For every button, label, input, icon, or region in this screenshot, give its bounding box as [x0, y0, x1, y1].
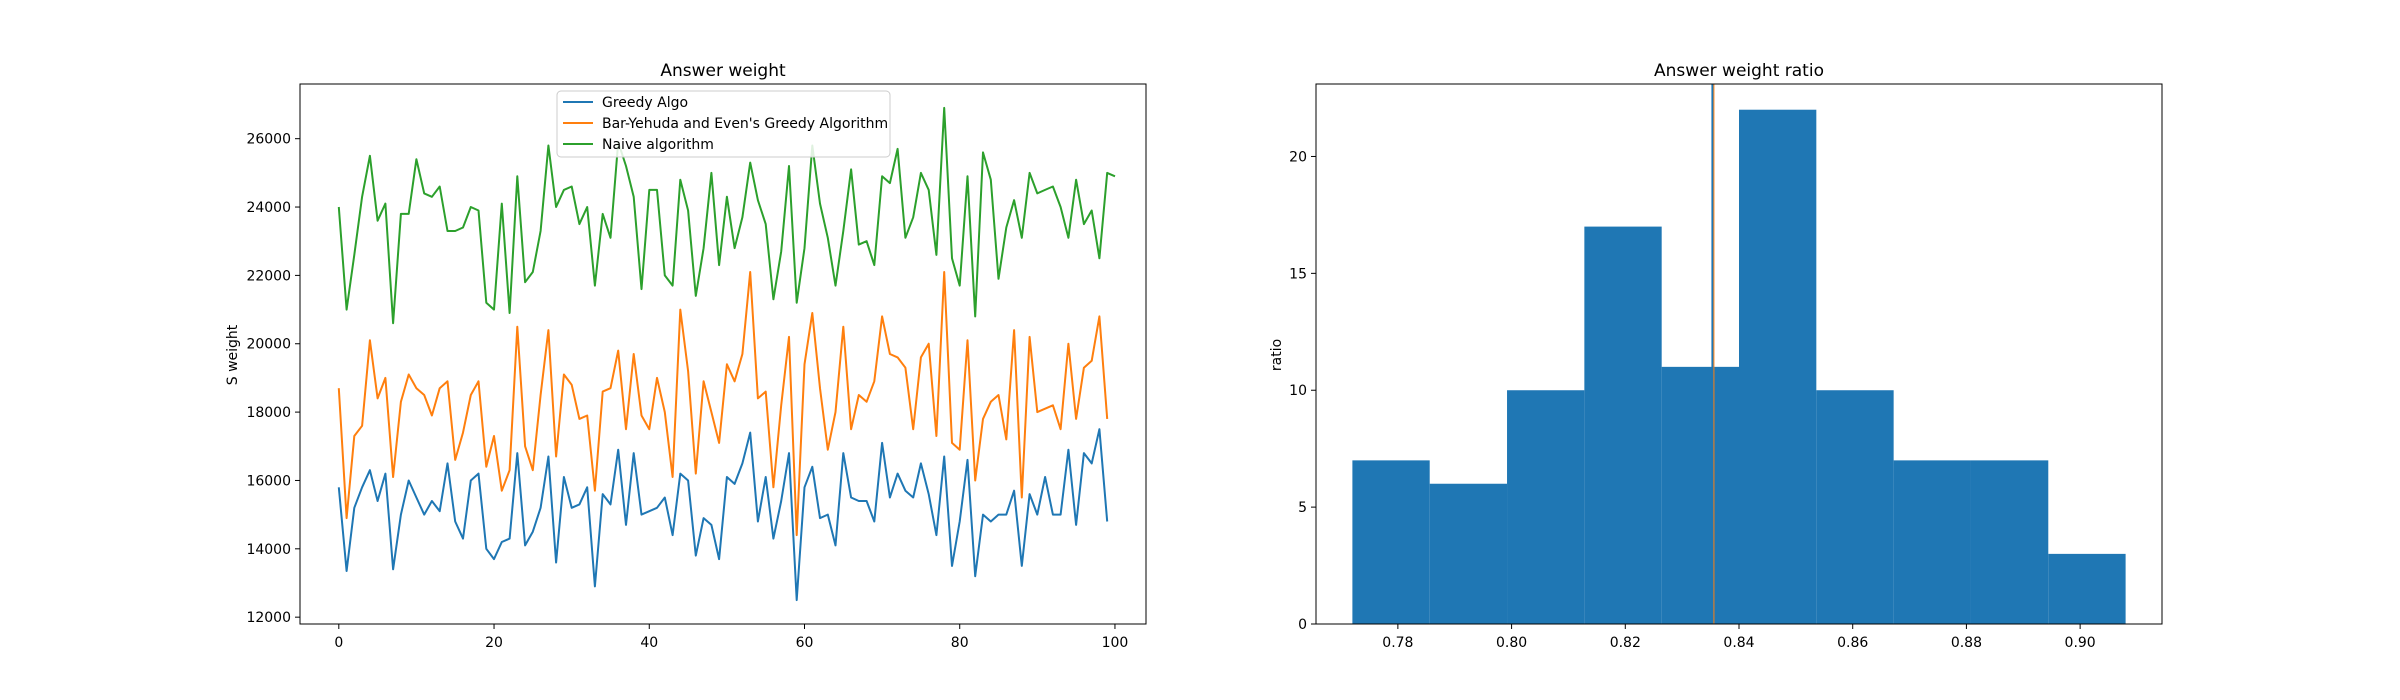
line-chart-ticks: 0 20 40 60 80 100 12000 14000 16000 18000 20000 220…	[246, 132, 1128, 651]
hist-x-tick-label: 0.86	[1837, 635, 1868, 651]
y-tick-label: 22000	[246, 268, 291, 284]
x-tick-label: 40	[640, 635, 658, 651]
y-tick-label: 24000	[246, 200, 291, 216]
hist-x-tick-label: 0.90	[2065, 635, 2096, 651]
hist-y-tick-label: 0	[1298, 617, 1307, 633]
y-tick-label: 26000	[246, 132, 291, 148]
histogram-bar	[1429, 483, 1508, 624]
hist-x-tick-label: 0.80	[1496, 635, 1527, 651]
hist-y-tick-label: 5	[1298, 500, 1307, 516]
hist-y-tick-label: 20	[1289, 149, 1307, 165]
x-tick-label: 60	[796, 635, 814, 651]
histogram-ylabel: ratio	[1269, 339, 1285, 371]
histogram-frame	[1315, 83, 2163, 625]
histogram-bar	[1352, 460, 1430, 624]
x-tick-label: 80	[951, 635, 969, 651]
histogram-bar	[1739, 109, 1817, 624]
histogram-chart: Answer weight ratio ratio 0.78 0.80 0.82 0.…	[1269, 61, 2163, 651]
histogram-bars	[1352, 109, 2126, 624]
hist-y-tick-label: 15	[1289, 266, 1307, 282]
y-tick-label: 20000	[246, 337, 291, 353]
histogram-bar	[1893, 460, 1971, 624]
x-tick-label: 0	[334, 635, 343, 651]
line-chart: Answer weight S weight 0 20 40 60 80 100 12000…	[225, 61, 1147, 651]
line-chart-ylabel: S weight	[225, 324, 241, 385]
histogram-ticks: 0.78 0.80 0.82 0.84 0.86 0.88 0.90 0 5 10 15 20	[1289, 149, 2096, 651]
histogram-vline	[1711, 84, 1715, 624]
hist-x-tick-label: 0.88	[1951, 635, 1982, 651]
hist-y-tick-label: 10	[1289, 383, 1307, 399]
hist-x-tick-label: 0.84	[1723, 635, 1754, 651]
histogram-bar	[1970, 460, 2049, 624]
histogram-bar	[2048, 553, 2126, 624]
line-chart-title: Answer weight	[660, 61, 786, 81]
histogram-bar	[1661, 366, 1739, 624]
histogram-bar	[1507, 390, 1585, 624]
x-tick-label: 100	[1102, 635, 1129, 651]
series-line-0	[337, 428, 1109, 602]
legend-label-bar-yehuda: Bar-Yehuda and Even's Greedy Algorithm	[602, 116, 888, 132]
x-tick-label: 20	[485, 635, 503, 651]
series-line-2	[337, 106, 1116, 325]
y-tick-label: 18000	[246, 405, 291, 421]
y-tick-label: 14000	[246, 542, 291, 558]
line-chart-frame	[299, 83, 1147, 625]
legend-label-naive: Naive algorithm	[602, 137, 714, 153]
y-tick-label: 12000	[246, 610, 291, 626]
histogram-bar	[1816, 390, 1894, 624]
y-tick-label: 16000	[246, 473, 291, 489]
legend-label-greedy: Greedy Algo	[602, 95, 688, 111]
hist-x-tick-label: 0.82	[1610, 635, 1641, 651]
histogram-title: Answer weight ratio	[1654, 61, 1824, 81]
hist-x-tick-label: 0.78	[1382, 635, 1413, 651]
legend-box	[556, 90, 891, 158]
line-chart-series	[337, 106, 1116, 602]
series-line-1	[337, 271, 1109, 537]
histogram-bar	[1584, 226, 1662, 624]
line-chart-legend: Greedy Algo Bar-Yehuda and Even's Greedy…	[556, 90, 891, 158]
